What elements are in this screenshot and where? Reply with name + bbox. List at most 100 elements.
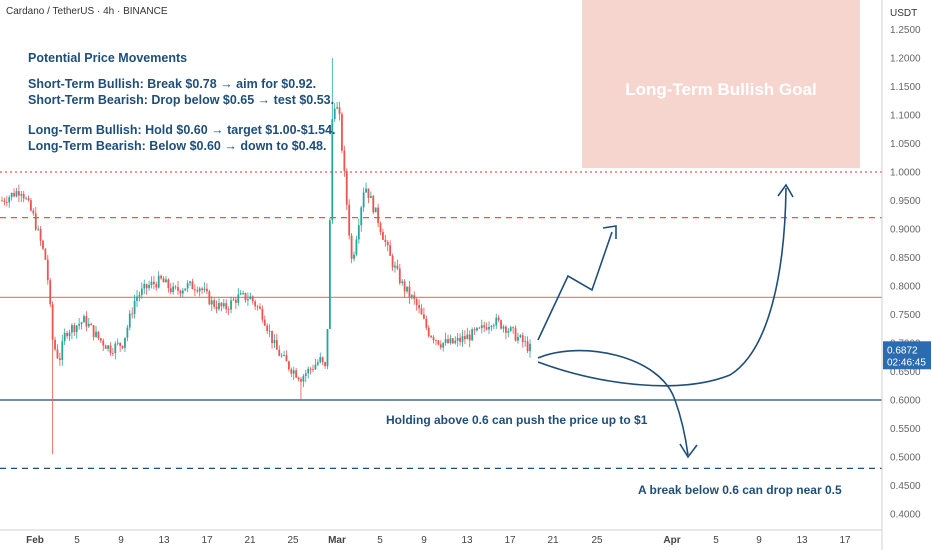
candle-body xyxy=(408,286,411,298)
y-tick-label: 0.8000 xyxy=(890,282,921,293)
candle-body xyxy=(526,341,529,352)
candle-body xyxy=(478,327,481,329)
x-axis[interactable]: Feb 5 9 13 17 21 25 Mar 5 9 13 17 21 25 Apr 5 9 13 17 xyxy=(0,529,882,546)
candle-body xyxy=(198,288,201,292)
candle-body xyxy=(345,170,348,205)
candle-body xyxy=(174,286,177,288)
candle-body xyxy=(444,339,447,343)
candle-body xyxy=(247,299,249,301)
candlestick-series xyxy=(1,58,531,455)
long-term-goal-box: Long-Term Bullish Goal xyxy=(582,0,860,168)
candle-body xyxy=(68,332,71,337)
y-tick-label: 0.7500 xyxy=(890,310,921,321)
candle-body xyxy=(172,286,175,293)
candle-body xyxy=(350,235,353,259)
candle-body xyxy=(451,338,454,344)
candle-body xyxy=(56,349,59,359)
candle-body xyxy=(124,337,126,348)
candle-body xyxy=(95,331,97,337)
candle-body xyxy=(517,336,519,341)
candle-body xyxy=(90,323,93,326)
candle-body xyxy=(17,191,20,196)
x-tick-label: 25 xyxy=(287,535,299,546)
candle-body xyxy=(167,279,170,289)
candle-body xyxy=(92,325,95,337)
candle-body xyxy=(71,325,73,333)
candle-body xyxy=(8,197,11,203)
candle-body xyxy=(362,192,365,208)
candle-body xyxy=(203,288,206,290)
y-tick-label: 0.9500 xyxy=(890,196,921,207)
candle-body xyxy=(483,325,486,328)
currency-label: USDT xyxy=(890,8,917,19)
y-axis[interactable]: USDT 1.2500 1.2000 1.1500 1.1000 1.0500 1.0000… xyxy=(881,0,921,550)
candle-body xyxy=(321,357,324,363)
long-term-bull-arrow xyxy=(537,187,787,387)
candle-body xyxy=(112,353,114,354)
candle-body xyxy=(80,322,83,325)
candle-body xyxy=(288,361,290,370)
candle-body xyxy=(61,341,64,360)
candle-body xyxy=(49,280,52,305)
candle-body xyxy=(97,331,100,339)
candle-body xyxy=(179,290,182,294)
candle-body xyxy=(427,327,430,337)
y-tick-label: 0.5500 xyxy=(890,424,921,435)
y-tick-label: 1.0000 xyxy=(890,168,921,179)
candle-body xyxy=(297,377,300,380)
candle-body xyxy=(58,358,61,360)
candle-body xyxy=(201,288,204,290)
candle-body xyxy=(34,213,37,230)
x-tick-label: 17 xyxy=(839,535,851,546)
candle-body xyxy=(471,329,474,341)
x-tick-label: 17 xyxy=(201,535,213,546)
candle-body xyxy=(413,295,416,300)
y-tick-label: 1.1500 xyxy=(890,82,921,93)
candle-body xyxy=(54,339,56,350)
candle-body xyxy=(331,119,334,221)
candle-body xyxy=(27,198,30,201)
candle-body xyxy=(160,275,163,279)
short-term-bull-arrow xyxy=(537,231,613,341)
candle-body xyxy=(145,284,148,289)
candle-body xyxy=(87,323,90,327)
candle-body xyxy=(280,355,283,357)
candle-body xyxy=(143,284,146,289)
candle-body xyxy=(316,362,319,365)
candle-body xyxy=(196,290,199,292)
candle-body xyxy=(104,345,107,349)
candle-body xyxy=(461,336,464,342)
note-line: Long-Term Bearish: Below $0.60 → down to… xyxy=(28,139,327,153)
candle-body xyxy=(509,327,512,331)
candle-body xyxy=(22,193,25,199)
candle-body xyxy=(213,300,216,307)
candle-body xyxy=(244,292,247,301)
candle-body xyxy=(222,303,225,307)
candle-body xyxy=(44,248,47,260)
symbol-label: Cardano / TetherUS · 4h · BINANCE xyxy=(6,6,168,17)
candle-body xyxy=(504,326,507,333)
y-tick-label: 1.2000 xyxy=(890,54,921,65)
candle-body xyxy=(355,239,358,255)
candle-body xyxy=(292,370,295,374)
candle-body xyxy=(307,368,310,374)
candle-body xyxy=(418,305,420,309)
note-line: Short-Term Bullish: Break $0.78 → aim fo… xyxy=(28,77,317,91)
candle-body xyxy=(152,281,155,285)
candle-body xyxy=(25,198,28,200)
candle-body xyxy=(336,107,339,109)
candle-body xyxy=(184,288,187,291)
candle-body xyxy=(372,196,375,213)
candle-body xyxy=(119,342,122,346)
candle-body xyxy=(39,228,42,241)
candle-body xyxy=(275,340,278,350)
candle-body xyxy=(20,193,23,196)
candle-body xyxy=(396,265,399,269)
candle-body xyxy=(10,192,13,198)
candle-body xyxy=(30,200,32,211)
candle-body xyxy=(449,338,452,343)
candle-body xyxy=(360,207,363,226)
candle-body xyxy=(312,368,314,370)
candle-body xyxy=(283,355,285,356)
candle-body xyxy=(206,288,208,292)
